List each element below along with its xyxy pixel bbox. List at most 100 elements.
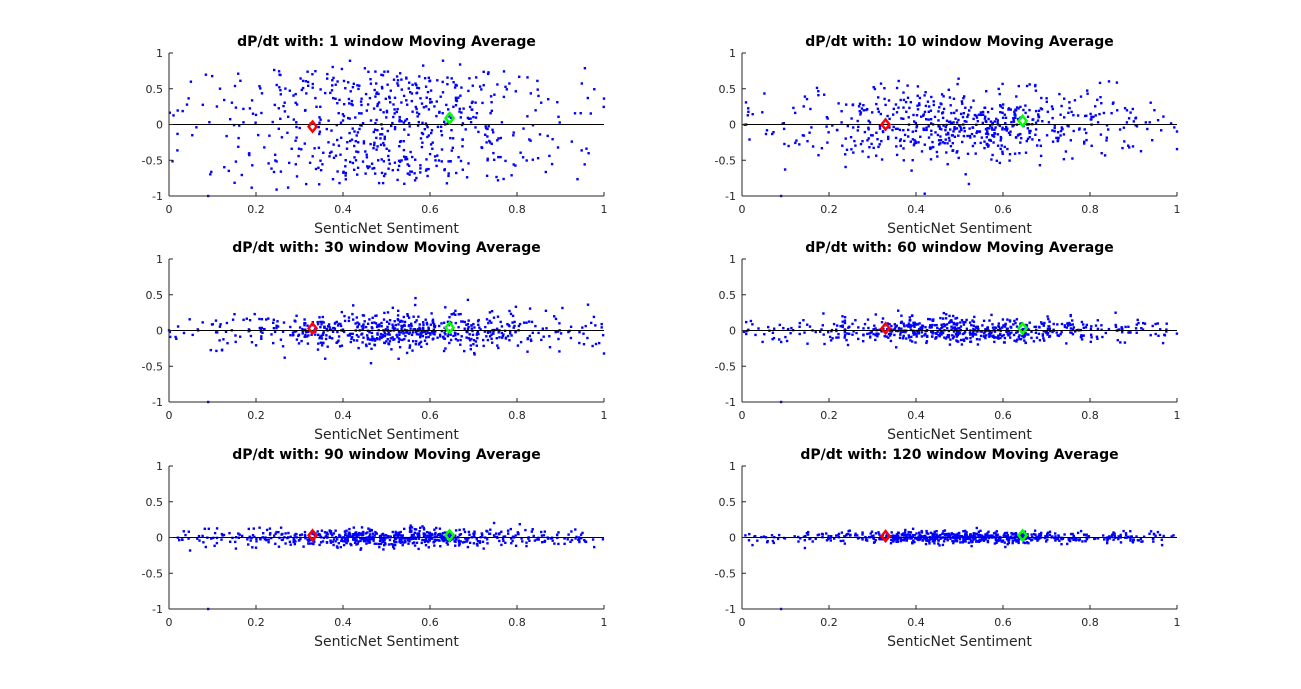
scatter-point xyxy=(225,134,228,138)
y-tick-label: 1 xyxy=(729,47,736,60)
scatter-point xyxy=(258,537,262,540)
scatter-point xyxy=(1006,537,1009,540)
scatter-point xyxy=(877,96,880,99)
scatter-point xyxy=(459,94,462,97)
scatter-point xyxy=(364,538,367,541)
scatter-point xyxy=(876,107,880,110)
scatter-point xyxy=(1001,128,1004,131)
scatter-point xyxy=(985,120,988,123)
scatter-point xyxy=(471,100,474,103)
scatter-point xyxy=(388,322,391,325)
scatter-point xyxy=(281,538,284,541)
scatter-point xyxy=(397,84,400,87)
scatter-point xyxy=(500,543,503,547)
scatter-point xyxy=(841,320,844,323)
scatter-point xyxy=(428,79,432,82)
scatter-point xyxy=(1059,134,1062,137)
scatter-point xyxy=(1015,318,1019,321)
scatter-point xyxy=(417,87,421,90)
scatter-point xyxy=(486,330,489,333)
scatter-point xyxy=(1090,325,1093,328)
scatter-point xyxy=(943,142,946,145)
scatter-point xyxy=(492,332,495,335)
scatter-point xyxy=(318,316,321,319)
scatter-point xyxy=(964,529,967,533)
scatter-point xyxy=(1016,117,1020,121)
scatter-point xyxy=(895,346,898,349)
scatter-point xyxy=(332,543,335,547)
scatter-point xyxy=(979,113,982,117)
scatter-point xyxy=(518,523,521,526)
scatter-point xyxy=(409,524,412,527)
scatter-point xyxy=(1165,330,1168,333)
green-diamond-marker xyxy=(1016,321,1029,336)
scatter-point xyxy=(259,328,262,331)
scatter-point xyxy=(360,112,363,115)
scatter-point xyxy=(343,314,346,318)
scatter-point xyxy=(1069,327,1073,330)
scatter-point xyxy=(1099,133,1103,136)
scatter-point xyxy=(400,101,403,104)
y-tick-label: -1 xyxy=(152,396,163,409)
scatter-point xyxy=(379,108,382,111)
scatter-point xyxy=(501,336,504,339)
scatter-point xyxy=(584,324,587,328)
scatter-point xyxy=(286,186,290,189)
scatter-point xyxy=(841,315,844,318)
scatter-point xyxy=(557,531,560,534)
scatter-point xyxy=(342,540,345,543)
scatter-point xyxy=(919,534,922,537)
scatter-point xyxy=(921,327,924,330)
scatter-point xyxy=(1016,134,1020,137)
scatter-point xyxy=(817,90,820,93)
x-axis-label: SenticNet Sentiment xyxy=(887,221,1032,237)
scatter-point xyxy=(861,140,864,143)
scatter-point xyxy=(321,163,324,166)
scatter-point xyxy=(937,542,940,545)
scatter-point xyxy=(981,324,984,327)
scatter-point xyxy=(975,526,978,530)
scatter-point xyxy=(320,334,323,337)
scatter-point xyxy=(1040,321,1043,324)
scatter-point xyxy=(817,94,820,97)
scatter-point xyxy=(985,136,988,139)
scatter-point xyxy=(833,537,836,540)
scatter-point xyxy=(907,135,910,138)
scatter-point xyxy=(282,104,285,108)
scatter-point xyxy=(783,168,787,171)
scatter-point xyxy=(920,335,924,338)
scatter-point xyxy=(944,126,947,129)
scatter-point xyxy=(362,538,365,541)
scatter-point xyxy=(444,333,447,336)
scatter-point xyxy=(984,328,987,331)
scatter-point xyxy=(400,88,403,91)
scatter-point xyxy=(440,148,444,151)
scatter-point xyxy=(341,113,345,116)
scatter-point xyxy=(360,526,364,529)
scatter-point xyxy=(514,90,517,93)
scatter-point xyxy=(847,532,850,536)
scatter-point xyxy=(382,141,385,145)
scatter-point xyxy=(927,125,930,128)
scatter-point xyxy=(949,122,953,125)
scatter-point xyxy=(318,132,321,136)
scatter-point xyxy=(354,322,357,325)
scatter-point xyxy=(463,349,466,353)
scatter-point xyxy=(1105,136,1108,139)
scatter-point xyxy=(1003,541,1006,544)
scatter-point xyxy=(984,336,987,340)
scatter-point xyxy=(336,538,339,541)
scatter-point xyxy=(950,532,953,535)
scatter-point xyxy=(242,107,245,111)
scatter-point xyxy=(957,77,960,80)
scatter-point xyxy=(946,327,949,330)
scatter-point xyxy=(419,137,423,140)
scatter-point xyxy=(940,93,944,96)
scatter-point xyxy=(280,533,283,536)
scatter-point xyxy=(423,330,426,334)
scatter-point xyxy=(396,168,400,172)
scatter-point xyxy=(466,298,470,302)
scatter-point xyxy=(385,111,389,114)
scatter-point xyxy=(946,334,950,337)
scatter-point xyxy=(968,331,972,334)
